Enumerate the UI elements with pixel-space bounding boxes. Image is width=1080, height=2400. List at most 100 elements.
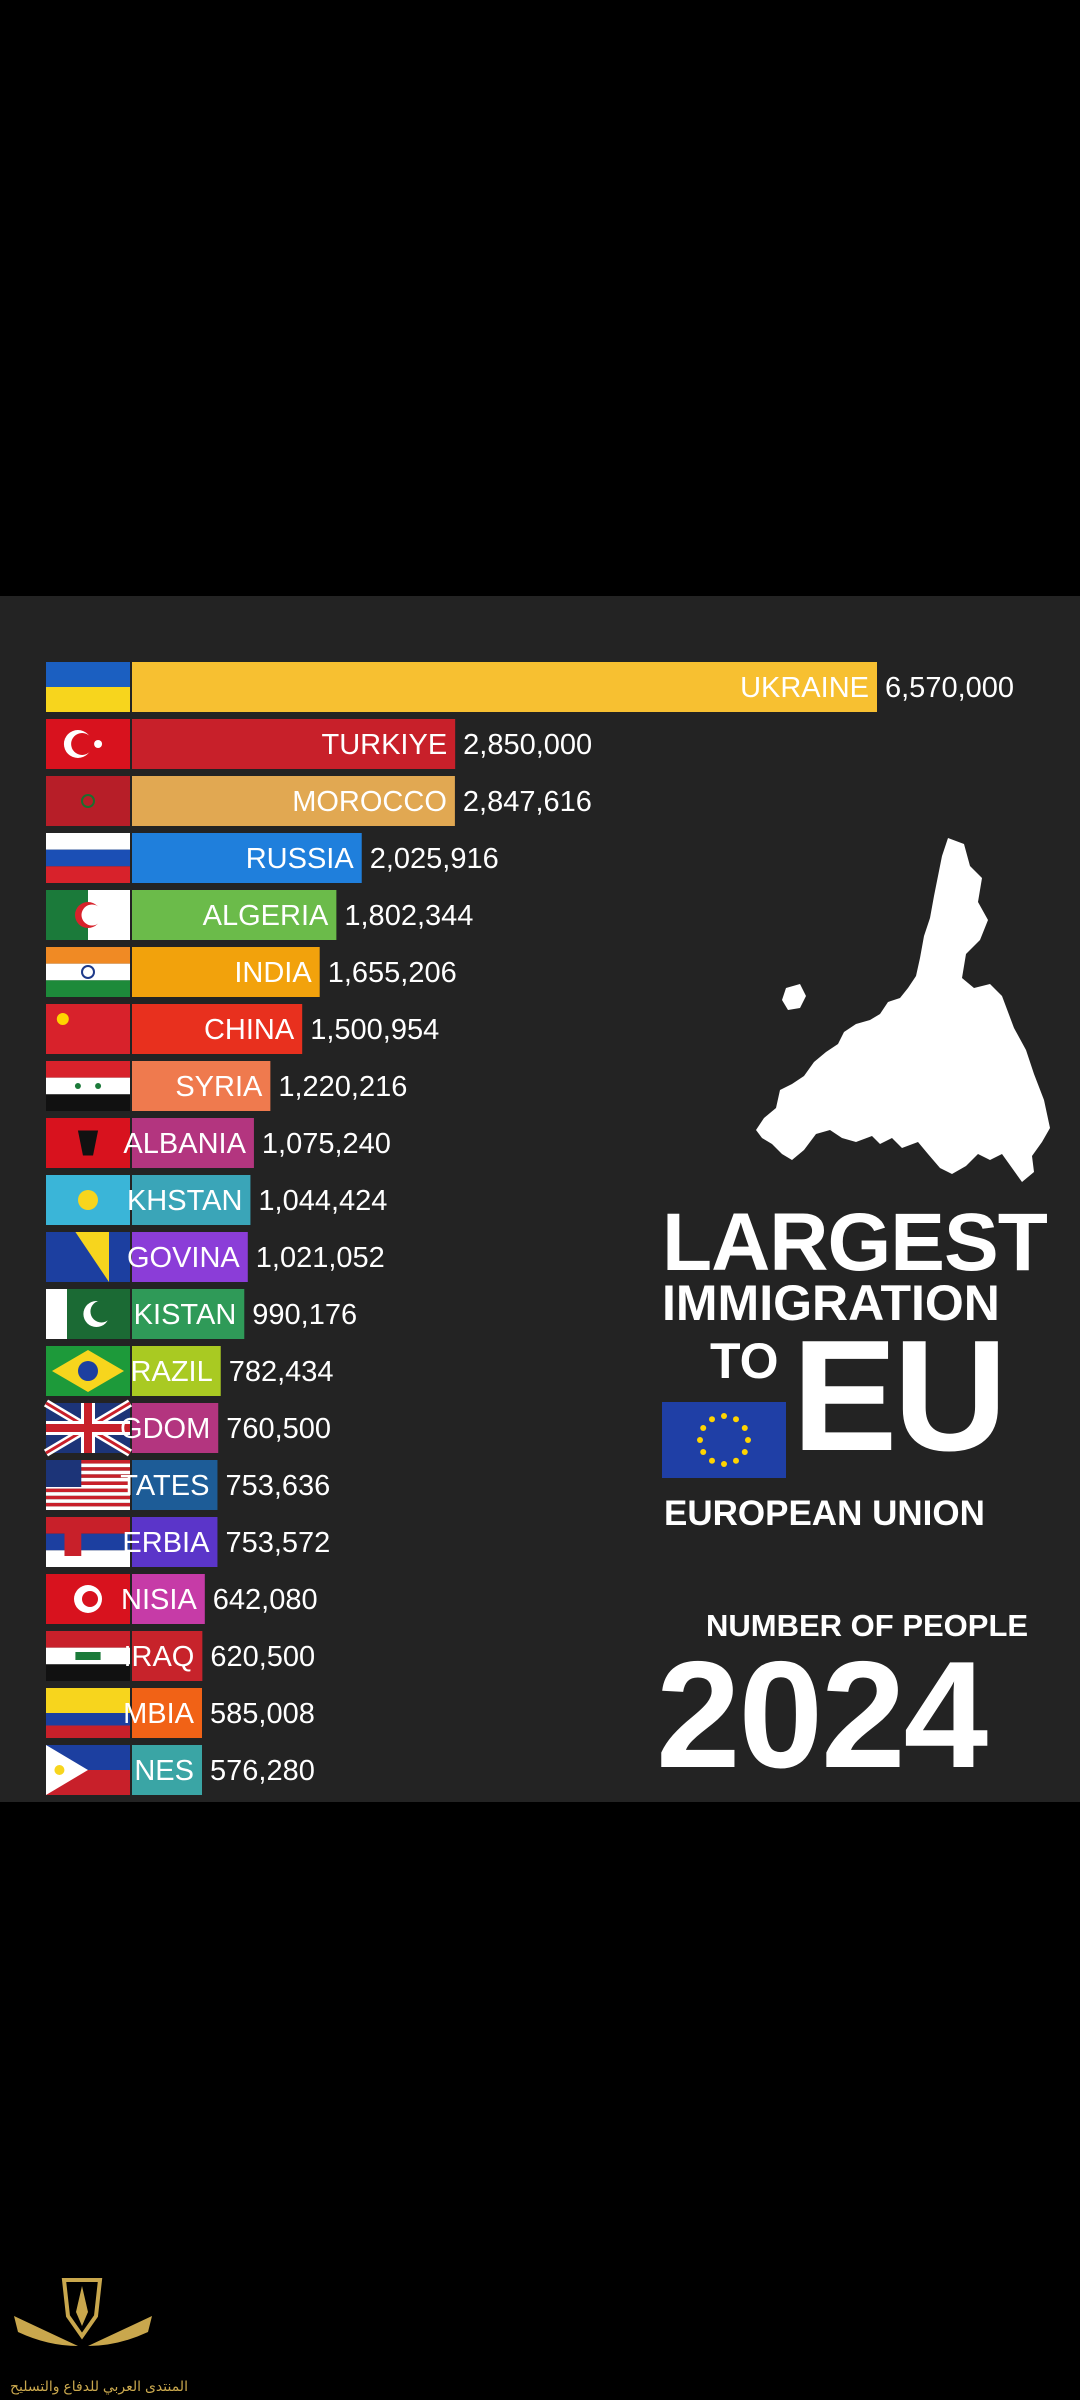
bar-row: NISIA 642,080 <box>46 1574 318 1624</box>
bar-category-label: KHSTAN <box>127 1185 242 1217</box>
iraq-flag-icon <box>46 1631 130 1681</box>
bar-row: KHSTAN 1,044,424 <box>46 1175 387 1225</box>
bar-category-label: NES <box>134 1755 194 1787</box>
eu-star-icon <box>721 1461 727 1467</box>
bar-category-label: SYRIA <box>175 1071 263 1103</box>
pakistan-flag-icon <box>46 1289 130 1339</box>
bar-category-label: NISIA <box>121 1584 197 1616</box>
bar <box>132 1688 202 1738</box>
bar-category-label: IRAQ <box>123 1641 194 1673</box>
bar-category-label: UKRAINE <box>740 672 869 704</box>
bar-row: TATES 753,636 <box>46 1460 330 1510</box>
bar-category-label: MBIA <box>123 1698 195 1730</box>
eu-star-icon <box>745 1437 751 1443</box>
bar <box>132 1118 254 1168</box>
bar-row: KISTAN 990,176 <box>46 1289 357 1339</box>
bar-row: GDOM 760,500 <box>43 1399 331 1457</box>
bar <box>132 1061 271 1111</box>
eu-star-icon <box>709 1416 715 1423</box>
algeria-flag-icon <box>46 890 130 940</box>
bar-chart: UKRAINE 6,570,000 TURKIYE 2,850,000 MOROCCO 2… <box>43 662 1014 1795</box>
syria-flag-icon <box>46 1061 130 1111</box>
bar <box>132 1004 303 1054</box>
bar-row: MOROCCO 2,847,616 <box>46 776 592 826</box>
eu-star-icon <box>697 1437 703 1443</box>
bar-row: TURKIYE 2,850,000 <box>46 719 592 769</box>
eu-star-icon <box>733 1457 739 1464</box>
title-line-largest: LARGEST <box>662 1197 1048 1288</box>
bar <box>132 1631 203 1681</box>
bar-value-label: 620,500 <box>210 1641 315 1673</box>
india-flag-icon <box>46 947 130 997</box>
bar <box>132 1232 248 1282</box>
bar <box>132 1289 245 1339</box>
serbia-flag-icon <box>46 1517 130 1567</box>
title-eu: EU <box>792 1308 1007 1484</box>
bar-category-label: GDOM <box>120 1413 210 1445</box>
eu-star-icon <box>741 1449 748 1455</box>
bar <box>132 1403 219 1453</box>
eu-star-icon <box>700 1449 707 1455</box>
title-european-union: EUROPEAN UNION <box>664 1494 985 1533</box>
bar-value-label: 1,044,424 <box>258 1185 387 1217</box>
tunisia-flag-icon <box>46 1574 130 1624</box>
eu-flag-icon <box>662 1402 786 1478</box>
year-label: 2024 <box>656 1630 988 1800</box>
bar-row: MBIA 585,008 <box>46 1688 315 1738</box>
morocco-flag-icon <box>46 776 130 826</box>
brazil-flag-icon <box>46 1346 130 1396</box>
ukraine-flag-icon <box>46 662 130 712</box>
bar-value-label: 6,570,000 <box>885 672 1014 704</box>
bar-category-label: KISTAN <box>134 1299 237 1331</box>
bar-category-label: ALBANIA <box>123 1128 246 1160</box>
title-line-to: TO <box>710 1333 779 1389</box>
bar-row: GOVINA 1,021,052 <box>46 1232 385 1282</box>
bar <box>132 1175 251 1225</box>
bar-value-label: 576,280 <box>210 1755 315 1787</box>
bar-row: CHINA 1,500,954 <box>46 1004 439 1054</box>
bar-value-label: 1,075,240 <box>262 1128 391 1160</box>
bar <box>132 1460 218 1510</box>
bar-row: ALGERIA 1,802,344 <box>46 890 473 940</box>
title-line-immigration: IMMIGRATION <box>662 1275 1000 1331</box>
bar-category-label: CHINA <box>204 1014 295 1046</box>
bar-value-label: 1,802,344 <box>344 900 473 932</box>
bar-category-label: GOVINA <box>127 1242 240 1274</box>
chart-frame: UKRAINE 6,570,000 TURKIYE 2,850,000 MOROCCO 2… <box>0 596 1080 1802</box>
bar-value-label: 753,636 <box>225 1470 330 1502</box>
russia-flag-icon <box>46 833 130 883</box>
eu-star-icon <box>709 1457 715 1464</box>
number-of-people-label: NUMBER OF PEOPLE <box>706 1608 1029 1643</box>
united-kingdom-flag-icon <box>43 1399 133 1457</box>
bar-value-label: 642,080 <box>213 1584 318 1616</box>
bar <box>132 776 455 826</box>
philippines-flag-icon <box>46 1745 130 1795</box>
kazakhstan-flag-icon <box>46 1175 130 1225</box>
bar <box>132 890 337 940</box>
bar-value-label: 782,434 <box>229 1356 334 1388</box>
bar-value-label: 2,847,616 <box>463 786 592 818</box>
bar-category-label: TURKIYE <box>321 729 447 761</box>
bar-category-label: MOROCCO <box>292 786 447 818</box>
title-block: LARGEST IMMIGRATION TO EU EUROPEAN UNION… <box>656 596 1056 1802</box>
bar-value-label: 760,500 <box>226 1413 331 1445</box>
bar-row: SYRIA 1,220,216 <box>46 1061 407 1111</box>
bar-value-label: 2,850,000 <box>463 729 592 761</box>
bar-value-label: 1,220,216 <box>278 1071 407 1103</box>
bar-value-label: 585,008 <box>210 1698 315 1730</box>
eu-star-icon <box>700 1425 707 1431</box>
bar-row: RAZIL 782,434 <box>46 1346 334 1396</box>
bar-row: RUSSIA 2,025,916 <box>46 833 499 883</box>
bar-category-label: INDIA <box>234 957 312 989</box>
bar-row: INDIA 1,655,206 <box>46 947 457 997</box>
bar-category-label: RUSSIA <box>246 843 355 875</box>
eu-star-icon <box>733 1416 739 1423</box>
bar-category-label: TATES <box>120 1470 209 1502</box>
bar-row: NES 576,280 <box>46 1745 315 1795</box>
bar-value-label: 1,021,052 <box>256 1242 385 1274</box>
albania-flag-icon <box>46 1118 130 1168</box>
bar-value-label: 990,176 <box>252 1299 357 1331</box>
bar-value-label: 1,655,206 <box>328 957 457 989</box>
united-states-flag-icon <box>46 1460 130 1510</box>
turkey-flag-icon <box>46 719 130 769</box>
